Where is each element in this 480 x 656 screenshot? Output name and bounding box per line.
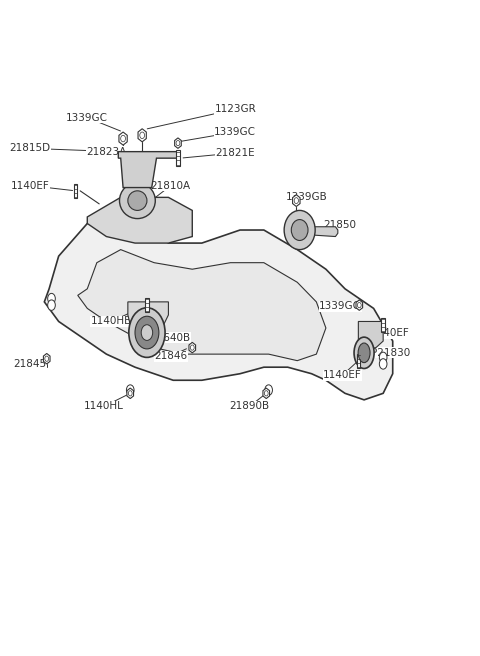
- Polygon shape: [119, 132, 127, 145]
- Circle shape: [128, 391, 132, 396]
- Circle shape: [140, 132, 144, 138]
- Polygon shape: [175, 138, 181, 148]
- Polygon shape: [118, 152, 178, 188]
- Circle shape: [48, 293, 55, 304]
- Circle shape: [265, 385, 273, 396]
- Polygon shape: [78, 250, 326, 361]
- Ellipse shape: [291, 220, 308, 241]
- Polygon shape: [293, 195, 300, 207]
- Ellipse shape: [354, 337, 374, 369]
- Polygon shape: [306, 227, 338, 237]
- Polygon shape: [189, 342, 195, 353]
- Text: 1123GR: 1123GR: [215, 104, 256, 114]
- Text: 1140EF: 1140EF: [371, 328, 410, 338]
- Circle shape: [176, 140, 180, 146]
- Circle shape: [120, 135, 125, 142]
- Text: 1339GC: 1339GC: [319, 302, 361, 312]
- Circle shape: [379, 352, 387, 363]
- Circle shape: [264, 391, 268, 396]
- Text: 21845: 21845: [13, 359, 47, 369]
- Polygon shape: [87, 197, 192, 243]
- Bar: [145, 298, 149, 312]
- Text: 21815D: 21815D: [10, 144, 50, 154]
- Polygon shape: [43, 354, 50, 364]
- Circle shape: [126, 385, 134, 396]
- Polygon shape: [359, 321, 383, 349]
- Circle shape: [379, 359, 387, 369]
- Polygon shape: [138, 129, 146, 142]
- Text: 21850: 21850: [324, 220, 357, 230]
- Circle shape: [141, 325, 153, 340]
- Polygon shape: [128, 302, 168, 328]
- Text: 1339GB: 1339GB: [286, 192, 328, 202]
- Ellipse shape: [284, 211, 315, 250]
- Bar: [73, 184, 77, 198]
- Text: 21821E: 21821E: [216, 148, 255, 158]
- Circle shape: [45, 356, 48, 361]
- Polygon shape: [127, 388, 133, 399]
- Ellipse shape: [358, 343, 370, 363]
- Text: 1339GC: 1339GC: [66, 113, 108, 123]
- Ellipse shape: [120, 182, 156, 218]
- Text: 21846: 21846: [154, 351, 187, 361]
- Text: 1339GC: 1339GC: [214, 127, 256, 137]
- Text: P21830: P21830: [371, 348, 410, 358]
- Polygon shape: [44, 217, 393, 400]
- Circle shape: [294, 197, 299, 203]
- Polygon shape: [263, 388, 270, 399]
- Text: 21890B: 21890B: [229, 401, 270, 411]
- Text: 21823A: 21823A: [86, 147, 127, 157]
- Text: 21810A: 21810A: [151, 180, 191, 191]
- Circle shape: [48, 300, 55, 310]
- Polygon shape: [356, 300, 362, 310]
- Ellipse shape: [128, 191, 147, 211]
- Circle shape: [135, 316, 159, 349]
- Text: 1140EF: 1140EF: [11, 180, 49, 191]
- Circle shape: [129, 308, 165, 358]
- Circle shape: [358, 302, 361, 308]
- Bar: [357, 354, 360, 368]
- Text: 1140EF: 1140EF: [323, 370, 362, 380]
- Text: 1140HB: 1140HB: [91, 316, 132, 327]
- Circle shape: [191, 345, 194, 350]
- Text: 21640B: 21640B: [151, 333, 191, 343]
- Bar: [176, 150, 180, 166]
- Text: 1140HL: 1140HL: [84, 401, 124, 411]
- Bar: [382, 318, 385, 332]
